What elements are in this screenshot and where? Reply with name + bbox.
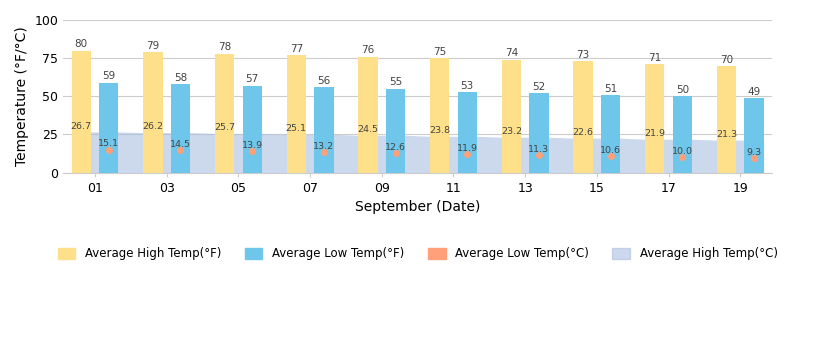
Text: 26.7: 26.7 (71, 122, 91, 131)
Text: 13.2: 13.2 (313, 142, 334, 151)
Text: 49: 49 (747, 87, 760, 97)
Text: 77: 77 (290, 44, 303, 54)
Text: 58: 58 (173, 73, 187, 83)
Text: 55: 55 (389, 77, 403, 88)
Bar (672, 96, 692, 173)
Text: 79: 79 (146, 41, 159, 51)
Text: 56: 56 (317, 76, 330, 86)
Y-axis label: Temperature (°F/°C): Temperature (°F/°C) (15, 26, 29, 166)
Text: 75: 75 (433, 47, 447, 57)
Text: 78: 78 (218, 42, 232, 52)
Text: 15.1: 15.1 (98, 139, 120, 148)
Text: 24.5: 24.5 (358, 125, 378, 134)
Bar (315, 87, 334, 173)
Bar (574, 61, 593, 173)
Bar (215, 54, 234, 173)
Bar (501, 60, 521, 173)
Text: 12.6: 12.6 (385, 143, 406, 152)
Bar (171, 84, 190, 173)
Text: 70: 70 (720, 55, 733, 64)
Bar (601, 95, 620, 173)
Text: 9.3: 9.3 (746, 148, 762, 157)
Text: 51: 51 (604, 84, 618, 93)
Text: 23.8: 23.8 (429, 126, 450, 135)
Bar (717, 66, 736, 173)
Bar (144, 52, 163, 173)
Bar (242, 86, 261, 173)
Text: 13.9: 13.9 (242, 141, 263, 150)
Bar (745, 98, 764, 173)
Text: 23.2: 23.2 (500, 127, 522, 136)
Text: 22.6: 22.6 (573, 128, 593, 137)
Bar (430, 58, 449, 173)
Bar (457, 92, 477, 173)
Bar (386, 89, 405, 173)
Text: 10.6: 10.6 (600, 146, 621, 155)
Text: 50: 50 (676, 85, 689, 95)
X-axis label: September (Date): September (Date) (355, 200, 481, 214)
Bar (71, 51, 90, 173)
Bar (99, 83, 119, 173)
Text: 25.1: 25.1 (286, 124, 307, 133)
Text: 14.5: 14.5 (170, 140, 191, 149)
Text: 52: 52 (532, 82, 545, 92)
Text: 25.7: 25.7 (214, 123, 235, 132)
Text: 11.9: 11.9 (457, 144, 478, 153)
Text: 71: 71 (648, 53, 662, 63)
Bar (530, 93, 549, 173)
Text: 74: 74 (505, 49, 518, 58)
Bar (645, 64, 664, 173)
Text: 21.3: 21.3 (715, 130, 737, 139)
Bar (286, 55, 306, 173)
Text: 59: 59 (102, 71, 115, 81)
Text: 26.2: 26.2 (143, 122, 164, 131)
Text: 53: 53 (461, 80, 474, 90)
Bar (359, 56, 378, 173)
Text: 80: 80 (75, 39, 88, 49)
Text: 57: 57 (246, 75, 259, 84)
Text: 76: 76 (361, 45, 374, 55)
Legend: Average High Temp(°F), Average Low Temp(°F), Average Low Temp(°C), Average High : Average High Temp(°F), Average Low Temp(… (53, 243, 783, 265)
Text: 73: 73 (576, 50, 589, 60)
Text: 21.9: 21.9 (644, 129, 665, 138)
Text: 11.3: 11.3 (529, 145, 549, 154)
Text: 10.0: 10.0 (671, 147, 693, 156)
